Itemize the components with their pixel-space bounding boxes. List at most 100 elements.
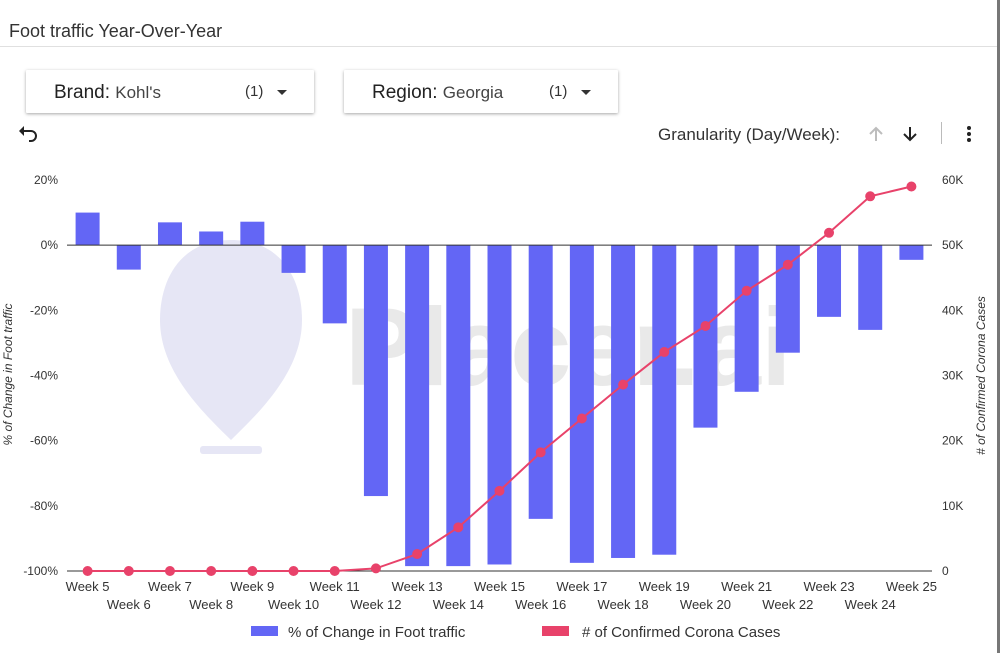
x-tick-label: Week 14 (433, 597, 484, 612)
arrow-up-icon[interactable] (866, 124, 886, 149)
region-filter-name: Region (372, 82, 433, 103)
watermark-logo-base (200, 446, 262, 454)
point-cases[interactable] (659, 347, 670, 358)
brand-filter-value: Kohl's (115, 83, 162, 102)
granularity-label: Granularity (Day/Week): (658, 125, 841, 144)
bar-foot-traffic[interactable] (569, 245, 594, 563)
bar-foot-traffic[interactable] (446, 245, 471, 567)
bar-foot-traffic[interactable] (528, 245, 553, 519)
bar-foot-traffic[interactable] (322, 245, 347, 324)
point-cases[interactable] (494, 485, 505, 496)
y-tick-label-right: 50K (942, 238, 963, 252)
bar-foot-traffic[interactable] (281, 245, 306, 273)
more-vert-icon[interactable] (962, 124, 976, 149)
brand-filter-label: Brand: Kohl's (54, 82, 162, 103)
region-dropdown-icon[interactable] (581, 90, 591, 95)
legend-swatch-cases[interactable] (542, 626, 569, 636)
bar-foot-traffic[interactable] (734, 245, 759, 392)
x-tick-label: Week 21 (721, 579, 772, 594)
x-tick-label: Week 8 (189, 597, 233, 612)
point-cases[interactable] (288, 566, 299, 576)
point-cases[interactable] (82, 566, 93, 576)
brand-filter-count: (1) (245, 83, 264, 100)
bar-foot-traffic[interactable] (116, 245, 141, 270)
bar-foot-traffic[interactable] (817, 245, 842, 317)
brand-dropdown-icon[interactable] (277, 90, 287, 95)
y-tick-label-left: -40% (30, 369, 58, 383)
point-cases[interactable] (824, 227, 835, 238)
y-tick-label-left: -80% (30, 499, 58, 513)
region-filter-label: Region: Georgia (372, 82, 504, 103)
x-tick-label: Week 18 (598, 597, 649, 612)
undo-icon[interactable] (17, 124, 39, 149)
x-tick-label: Week 9 (230, 579, 274, 594)
x-tick-label: Week 19 (639, 579, 690, 594)
bar-foot-traffic[interactable] (405, 245, 430, 567)
x-tick-label: Week 7 (148, 579, 192, 594)
brand-filter[interactable]: Brand: Kohl's (1) (26, 70, 314, 113)
toolbar-divider (941, 122, 942, 144)
bar-foot-traffic[interactable] (199, 231, 224, 246)
point-cases[interactable] (123, 566, 134, 576)
y-axis-label-right: # of Confirmed Corona Cases (974, 296, 988, 455)
legend-label-foot-traffic: % of Change in Foot traffic (288, 624, 466, 641)
region-filter[interactable]: Region: Georgia (1) (344, 70, 618, 113)
bar-foot-traffic[interactable] (363, 245, 388, 497)
bar-foot-traffic[interactable] (652, 245, 677, 555)
x-tick-label: Week 25 (886, 579, 937, 594)
bar-foot-traffic[interactable] (157, 222, 182, 246)
x-tick-label: Week 16 (515, 597, 566, 612)
watermark-logo-icon (160, 240, 302, 440)
y-tick-label-left: 20% (34, 173, 58, 187)
point-cases[interactable] (206, 566, 217, 576)
y-tick-label-left: 0% (41, 238, 59, 252)
x-tick-label: Week 10 (268, 597, 319, 612)
point-cases[interactable] (370, 563, 381, 574)
point-cases[interactable] (247, 566, 258, 576)
y-tick-label-right: 30K (942, 369, 963, 383)
point-cases[interactable] (329, 566, 340, 576)
y-tick-label-left: -60% (30, 434, 58, 448)
point-cases[interactable] (412, 549, 423, 560)
bar-foot-traffic[interactable] (693, 245, 718, 428)
y-tick-label-right: 20K (942, 434, 963, 448)
page-title: Foot traffic Year-Over-Year (9, 21, 223, 41)
legend-swatch-foot-traffic[interactable] (251, 626, 278, 636)
x-tick-label: Week 5 (66, 579, 110, 594)
point-cases[interactable] (741, 285, 752, 296)
bar-foot-traffic[interactable] (75, 212, 100, 246)
region-filter-count: (1) (549, 83, 568, 100)
point-cases[interactable] (782, 259, 793, 270)
legend: % of Change in Foot traffic # of Confirm… (251, 624, 780, 641)
y-axis-label-left: % of Change in Foot traffic (1, 303, 15, 445)
bar-foot-traffic[interactable] (858, 245, 883, 330)
point-cases[interactable] (906, 181, 917, 192)
x-tick-label: Week 12 (350, 597, 401, 612)
point-cases[interactable] (535, 447, 546, 458)
point-cases[interactable] (576, 413, 587, 424)
point-cases[interactable] (453, 522, 464, 533)
legend-label-cases: # of Confirmed Corona Cases (582, 624, 780, 641)
point-cases[interactable] (164, 566, 175, 576)
y-tick-label-right: 40K (942, 303, 963, 317)
point-cases[interactable] (618, 379, 629, 390)
x-tick-label: Week 15 (474, 579, 525, 594)
region-filter-value: Georgia (442, 83, 504, 102)
x-tick-label: Week 6 (107, 597, 151, 612)
y-tick-label-right: 60K (942, 173, 963, 187)
bar-foot-traffic[interactable] (899, 245, 924, 260)
y-tick-label-right: 0 (942, 564, 949, 578)
point-cases[interactable] (865, 191, 876, 202)
brand-filter-name: Brand (54, 82, 105, 103)
arrow-down-icon[interactable] (900, 124, 920, 149)
bar-foot-traffic[interactable] (487, 245, 512, 565)
y-tick-label-right: 10K (942, 499, 963, 513)
x-tick-label: Week 23 (803, 579, 854, 594)
x-tick-label: Week 20 (680, 597, 731, 612)
point-cases[interactable] (700, 320, 711, 331)
y-tick-label-left: -100% (23, 564, 58, 578)
x-tick-label: Week 17 (556, 579, 607, 594)
bar-foot-traffic[interactable] (611, 245, 636, 558)
bar-foot-traffic[interactable] (240, 221, 265, 246)
